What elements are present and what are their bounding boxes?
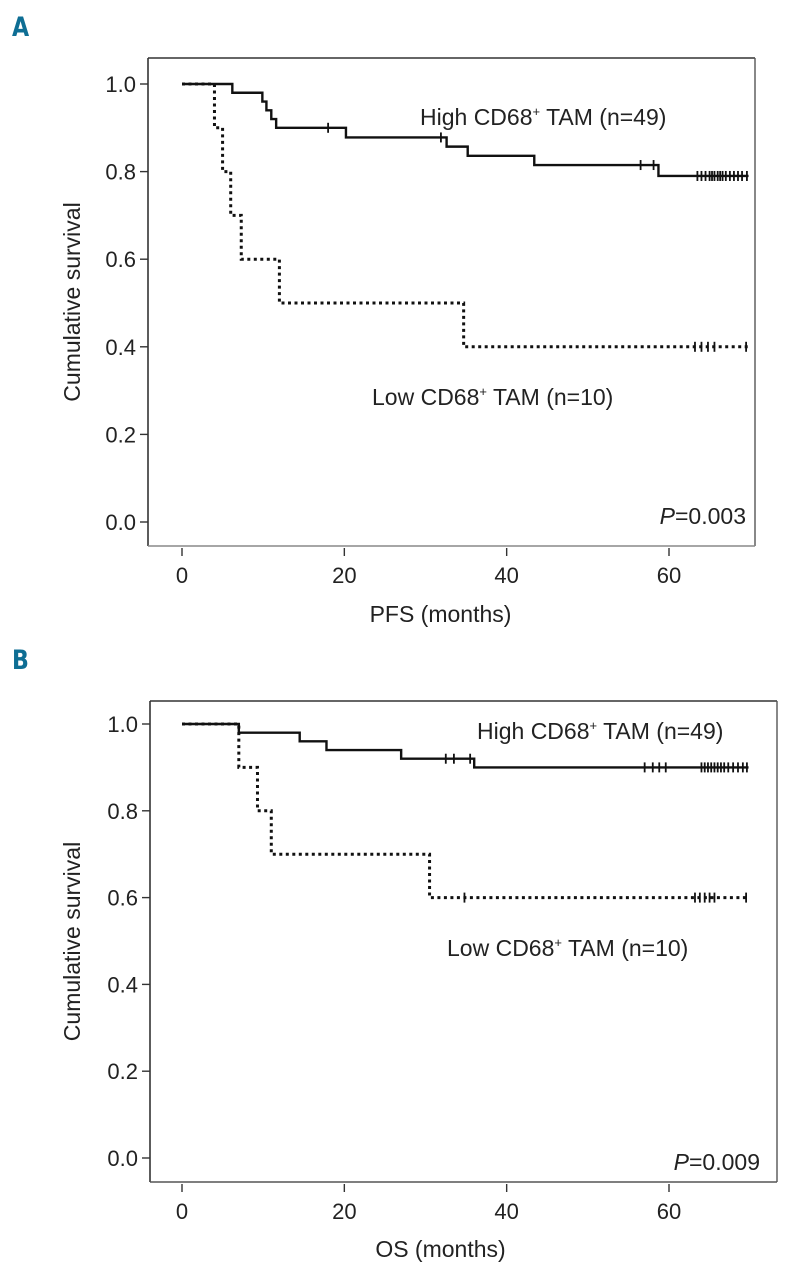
p-value-annotation: P=0.009 [674, 1149, 760, 1175]
p-value-number: =0.003 [675, 503, 746, 529]
series-label-main: High CD68 [477, 718, 590, 744]
series-label-superscript: + [590, 718, 598, 733]
y-tick-label: 1.0 [105, 72, 136, 97]
p-value-annotation: P=0.003 [660, 503, 746, 529]
y-tick-label: 0.8 [107, 799, 138, 824]
x-tick-label: 20 [332, 563, 356, 588]
series-label-rest: TAM (n=49) [540, 104, 666, 130]
x-tick-label: 40 [494, 1199, 518, 1224]
series-label-main: Low CD68 [372, 384, 479, 410]
series-label-low: Low CD68+ TAM (n=10) [372, 384, 613, 410]
series-label-superscript: + [479, 384, 487, 399]
y-axis-title: Cumulative survival [59, 202, 85, 401]
series-low-cd68: Low CD68+ TAM (n=10) [182, 82, 749, 410]
x-tick-label: 60 [657, 563, 681, 588]
y-tick-label: 0.6 [105, 247, 136, 272]
series-high-cd68: High CD68+ TAM (n=49) [182, 82, 749, 181]
series-label-superscript: + [533, 104, 541, 119]
y-tick-label: 0.0 [105, 510, 136, 535]
survival-curve-high [182, 722, 749, 769]
p-value-number: =0.009 [689, 1149, 760, 1175]
x-tick-label: 40 [494, 563, 518, 588]
survival-curve-high [182, 82, 749, 178]
series-label-main: Low CD68 [447, 935, 554, 961]
series-label-low: Low CD68+ TAM (n=10) [447, 935, 688, 961]
series-label-rest: TAM (n=10) [562, 935, 688, 961]
series-high-cd68: High CD68+ TAM (n=49) [182, 718, 749, 773]
x-tick-label: 20 [332, 1199, 356, 1224]
survival-curve-low [182, 82, 749, 349]
x-tick-label: 0 [176, 1199, 188, 1224]
series-label-superscript: + [554, 935, 562, 950]
y-axis-title: Cumulative survival [59, 842, 85, 1041]
y-tick-label: 1.0 [107, 712, 138, 737]
series-label-rest: TAM (n=10) [487, 384, 613, 410]
x-axis-title: PFS (months) [370, 601, 512, 627]
p-value-symbol: P [660, 503, 676, 529]
y-tick-label: 0.4 [105, 335, 136, 360]
series-low-cd68: Low CD68+ TAM (n=10) [182, 722, 749, 961]
p-value-symbol: P [674, 1149, 690, 1175]
y-tick-label: 0.6 [107, 886, 138, 911]
panel-letter-b: B [12, 645, 29, 676]
y-tick-label: 0.2 [107, 1059, 138, 1084]
panel-letter-a: A [12, 12, 30, 43]
survival-curve-low [182, 722, 749, 900]
chart-panel-b: 0.0 0.2 0.4 0.6 0.8 1.0 0 20 40 60 Cumulative surv… [59, 700, 778, 1262]
series-label-rest: TAM (n=49) [597, 718, 723, 744]
y-tick-label: 0.0 [107, 1146, 138, 1171]
y-tick-label: 0.2 [105, 422, 136, 447]
series-label-main: High CD68 [420, 104, 533, 130]
x-tick-label: 0 [176, 563, 188, 588]
series-label-high: High CD68+ TAM (n=49) [477, 718, 723, 744]
y-tick-label: 0.8 [105, 160, 136, 185]
chart-panel-a: 0.0 0.2 0.4 0.6 0.8 1.0 0 20 40 60 Cumulative surv… [59, 57, 756, 627]
x-axis-title: OS (months) [375, 1236, 505, 1262]
y-tick-label: 0.4 [107, 972, 138, 997]
x-tick-label: 60 [657, 1199, 681, 1224]
series-label-high: High CD68+ TAM (n=49) [420, 104, 666, 130]
